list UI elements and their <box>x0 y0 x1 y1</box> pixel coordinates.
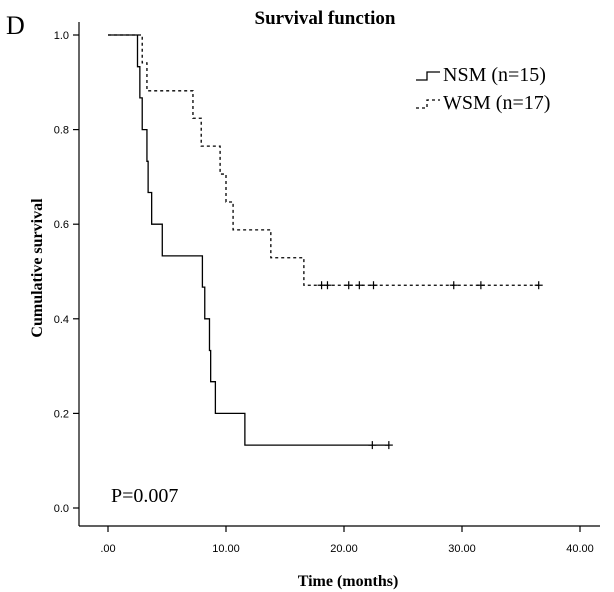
series-layer <box>108 34 543 450</box>
censor-mark <box>476 281 485 290</box>
y-tick-label: 0.4 <box>54 314 69 326</box>
censor-mark <box>368 441 377 450</box>
y-axis-label: Cumulative survival <box>29 198 46 338</box>
y-tick-label: 0.8 <box>54 125 69 137</box>
censor-mark <box>534 281 543 290</box>
censor-mark <box>344 281 353 290</box>
x-tick-label: 40.00 <box>566 543 594 555</box>
legend-nsm-symbol <box>416 71 440 81</box>
chart-title: Survival function <box>255 8 396 29</box>
y-ticks: 0.0 0.2 0.4 0.6 0.8 1.0 <box>54 30 79 515</box>
censor-mark <box>384 441 393 450</box>
censor-mark <box>369 281 378 290</box>
y-tick-label: 1.0 <box>54 30 69 42</box>
y-tick-label: 0.6 <box>54 219 69 231</box>
legend: NSM (n=15) WSM (n=17) <box>416 64 550 114</box>
x-tick-label: 20.00 <box>330 543 358 555</box>
x-axis-label: Time (months) <box>298 573 399 590</box>
y-tick-label: 0.0 <box>54 503 69 515</box>
censor-mark <box>449 281 458 290</box>
x-tick-label: 10.00 <box>212 543 240 555</box>
censor-mark <box>323 281 332 290</box>
y-tick-label: 0.2 <box>54 408 69 420</box>
p-value-annotation: P=0.007 <box>111 485 178 507</box>
legend-wsm-label: WSM (n=17) <box>443 92 550 114</box>
panel-letter: D <box>6 11 25 40</box>
x-tick-label: 30.00 <box>448 543 476 555</box>
censor-mark <box>355 281 364 290</box>
legend-wsm-symbol <box>416 99 440 109</box>
x-ticks: .00 10.00 20.00 30.00 40.00 <box>100 526 594 555</box>
x-tick-label: .00 <box>100 543 115 555</box>
legend-nsm-label: NSM (n=15) <box>443 64 546 86</box>
nsm-survival-curve <box>108 34 389 446</box>
wsm-survival-curve <box>108 34 539 286</box>
